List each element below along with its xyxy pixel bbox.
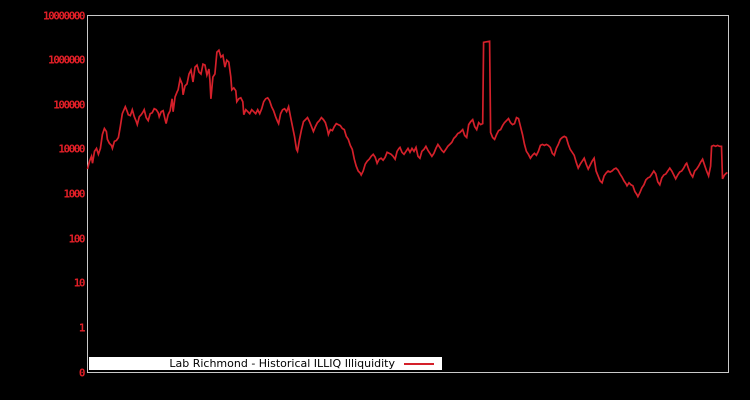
series-line bbox=[86, 40, 728, 199]
y-axis-label: 10 bbox=[73, 276, 86, 290]
y-axis-label: 1000000 bbox=[48, 53, 85, 67]
legend-label: Lab Richmond - Historical ILLIQ Illiquid… bbox=[169, 357, 395, 370]
y-axis-label: 1000 bbox=[63, 187, 86, 201]
y-axis-label: 0 bbox=[78, 366, 86, 379]
y-axis-label: 100 bbox=[68, 232, 86, 246]
plot-frame bbox=[87, 15, 729, 373]
legend: Lab Richmond - Historical ILLIQ Illiquid… bbox=[89, 357, 442, 370]
y-axis-label: 100000 bbox=[53, 98, 85, 112]
y-axis-label: 1 bbox=[78, 321, 86, 335]
legend-line-sample-icon bbox=[404, 362, 434, 365]
y-axis-label: 10000 bbox=[58, 142, 85, 156]
y-axis-label: 10000000 bbox=[43, 9, 85, 22]
